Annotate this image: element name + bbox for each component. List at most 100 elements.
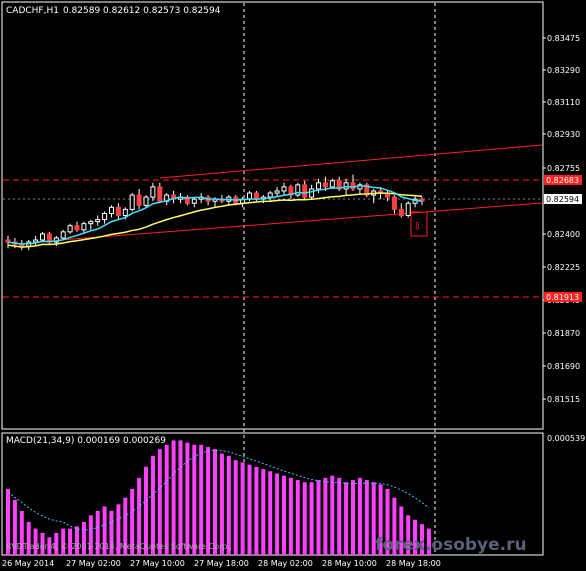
candle-body[interactable] bbox=[191, 198, 197, 204]
candle-body[interactable] bbox=[295, 184, 301, 196]
time-tick-label: 28 May 18:00 bbox=[386, 559, 441, 568]
candle-body[interactable] bbox=[343, 182, 349, 190]
candle-body[interactable] bbox=[95, 219, 101, 223]
macd-bar bbox=[75, 526, 79, 555]
macd-bar bbox=[171, 440, 176, 555]
time-tick-label: 27 May 18:00 bbox=[194, 559, 249, 568]
candle-body[interactable] bbox=[102, 212, 108, 221]
time-axis: 26 May 2014 27 May 02:00 27 May 10:00 27 Ma… bbox=[2, 559, 441, 568]
candle-body[interactable] bbox=[129, 194, 135, 210]
candle-body[interactable] bbox=[274, 190, 280, 194]
macd-bar bbox=[413, 519, 418, 555]
macd-bar bbox=[33, 528, 38, 555]
macd-bar bbox=[392, 497, 397, 555]
candle-body[interactable] bbox=[302, 184, 308, 198]
macd-top-value: 0.000539 bbox=[547, 434, 585, 443]
macd-bar bbox=[88, 515, 93, 555]
candle-body[interactable] bbox=[288, 186, 294, 196]
macd-bar bbox=[323, 477, 328, 555]
macd-signal-line bbox=[7, 449, 430, 531]
candle-body[interactable] bbox=[67, 225, 73, 233]
price-panel[interactable] bbox=[1, 1, 544, 430]
candle-body[interactable] bbox=[122, 208, 128, 217]
candle-body[interactable] bbox=[150, 186, 156, 198]
candle-body[interactable] bbox=[267, 192, 273, 198]
candle-body[interactable] bbox=[253, 192, 259, 200]
watermark-text: forex.osobye.ru bbox=[375, 535, 527, 555]
candle-body[interactable] bbox=[184, 196, 190, 204]
candle-body[interactable] bbox=[350, 182, 356, 190]
candle-body[interactable] bbox=[329, 180, 335, 188]
price-tick-label: 0.83290 bbox=[547, 66, 580, 75]
macd-histogram bbox=[6, 440, 431, 555]
current-price-tag: 0.82594 bbox=[544, 194, 582, 204]
candle-body[interactable] bbox=[391, 196, 397, 210]
macd-bar bbox=[337, 477, 342, 555]
candle-body[interactable] bbox=[74, 225, 80, 231]
macd-bar bbox=[102, 506, 107, 555]
candle-body[interactable] bbox=[157, 186, 163, 202]
macd-bar bbox=[6, 488, 10, 555]
macd-bar bbox=[420, 524, 424, 555]
candle-body[interactable] bbox=[115, 206, 121, 216]
candle-body[interactable] bbox=[109, 206, 114, 214]
price-axis: 0.83475 0.83290 0.83110 0.82930 0.82755 0.824… bbox=[543, 34, 580, 404]
candle-body[interactable] bbox=[88, 221, 94, 225]
svg-text:0.82683: 0.82683 bbox=[546, 176, 579, 185]
candle-body[interactable] bbox=[60, 231, 66, 239]
candle-body[interactable] bbox=[136, 194, 142, 206]
copyright-text: RVDTrader 4, © 2001-2014, MetaQuotes Sof… bbox=[6, 542, 230, 551]
macd-bar bbox=[426, 528, 431, 555]
time-tick-label: 27 May 02:00 bbox=[66, 559, 121, 568]
macd-bar bbox=[316, 480, 321, 555]
candle-body[interactable] bbox=[322, 182, 328, 188]
lower-level-tag: 0.81913 bbox=[544, 292, 582, 302]
price-tick-label: 0.82400 bbox=[547, 230, 580, 239]
macd-bar bbox=[68, 528, 73, 555]
ma-slow-line bbox=[7, 192, 423, 248]
macd-bar bbox=[226, 455, 231, 555]
macd-bar bbox=[12, 499, 17, 555]
macd-bar bbox=[95, 510, 100, 555]
candle-body[interactable] bbox=[143, 196, 149, 206]
time-tick-label: 27 May 10:00 bbox=[130, 559, 185, 568]
channel-lower[interactable] bbox=[59, 202, 543, 241]
candle-body[interactable] bbox=[364, 184, 370, 196]
macd-bar bbox=[302, 482, 307, 555]
macd-bar bbox=[364, 480, 369, 555]
time-tick-label: 28 May 02:00 bbox=[258, 559, 313, 568]
time-tick-label: 28 May 10:00 bbox=[322, 559, 377, 568]
candle-body[interactable] bbox=[281, 186, 287, 192]
candle-body[interactable] bbox=[40, 233, 45, 241]
candle-body[interactable] bbox=[398, 208, 404, 217]
macd-bar bbox=[150, 455, 155, 555]
macd-bar bbox=[26, 521, 31, 555]
macd-bar bbox=[309, 482, 314, 555]
macd-bar bbox=[247, 464, 252, 555]
chart-header: CADCHF,H1 0.82589 0.82612 0.82573 0.82594 bbox=[6, 6, 221, 16]
candle-body[interactable] bbox=[405, 202, 411, 217]
macd-bar bbox=[192, 444, 197, 555]
sell-signal-box[interactable] bbox=[410, 211, 428, 237]
macd-bar bbox=[378, 484, 383, 555]
macd-bar bbox=[399, 506, 404, 555]
macd-bar bbox=[344, 482, 349, 555]
macd-bar bbox=[116, 504, 121, 555]
macd-bar bbox=[137, 477, 142, 555]
macd-bar bbox=[282, 475, 286, 555]
macd-bar bbox=[357, 477, 362, 555]
macd-bar bbox=[54, 532, 59, 555]
macd-bar bbox=[240, 462, 245, 555]
macd-bar bbox=[178, 440, 183, 555]
candle-body[interactable] bbox=[309, 188, 315, 198]
price-tick-label: 0.81690 bbox=[547, 362, 580, 371]
macd-bar bbox=[40, 532, 45, 555]
candle-body[interactable] bbox=[33, 239, 39, 243]
candle-body[interactable] bbox=[357, 184, 363, 190]
candle-body[interactable] bbox=[336, 180, 342, 190]
macd-bar bbox=[199, 444, 204, 555]
macd-bar bbox=[406, 515, 411, 555]
candle-body[interactable] bbox=[81, 223, 87, 231]
candle-body[interactable] bbox=[316, 182, 321, 190]
channel-upper[interactable] bbox=[159, 144, 543, 179]
